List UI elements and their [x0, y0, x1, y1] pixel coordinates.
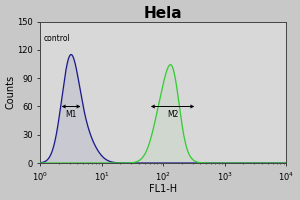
- Title: Hela: Hela: [144, 6, 183, 21]
- Text: control: control: [44, 34, 71, 43]
- Text: M1: M1: [65, 110, 77, 119]
- X-axis label: FL1-H: FL1-H: [149, 184, 177, 194]
- Text: M2: M2: [167, 110, 178, 119]
- Y-axis label: Counts: Counts: [6, 75, 16, 109]
